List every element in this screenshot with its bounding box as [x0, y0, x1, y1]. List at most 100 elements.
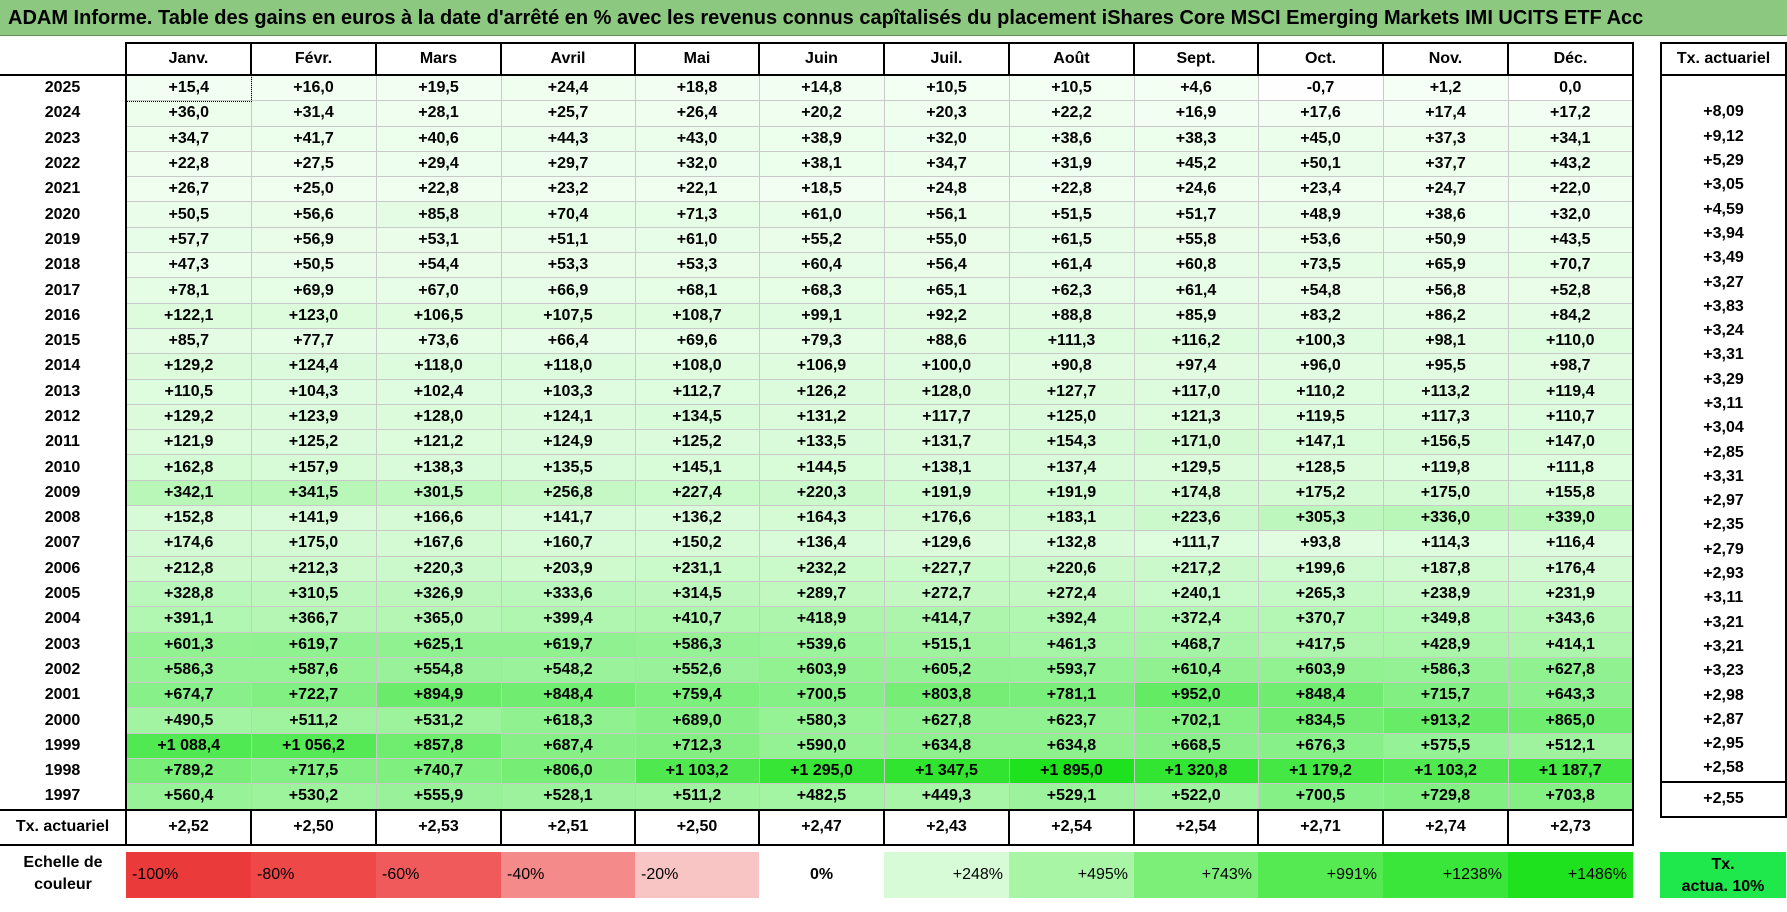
gain-cell: +150,2 — [634, 530, 760, 557]
gain-cell: +414,1 — [1507, 631, 1634, 658]
year-row: 2005 +328,8 +310,5 +326,9 +333,6 +314,5 +289,7… — [0, 580, 1634, 608]
gain-cell: +539,6 — [758, 631, 885, 658]
gain-cell: +54,4 — [375, 252, 502, 279]
footer-value: +2,47 — [758, 808, 885, 846]
gain-cell: +38,3 — [1133, 125, 1259, 152]
year-label: 2002 — [0, 657, 126, 683]
gain-cell: +40,6 — [375, 125, 502, 152]
year-row: 2014 +129,2 +124,4 +118,0 +118,0 +108,0 +106,9… — [0, 353, 1634, 380]
gain-cell: +50,5 — [125, 201, 252, 228]
gain-cell: +34,7 — [125, 125, 252, 152]
gain-cell: +512,1 — [1507, 732, 1634, 760]
gain-cell: +1 088,4 — [125, 732, 252, 760]
year-row: 2018 +47,3 +50,5 +54,4 +53,3 +53,3 +60,4 +56,4 +… — [0, 252, 1634, 279]
gain-cell: +410,7 — [634, 606, 760, 633]
gain-cell: +157,9 — [250, 454, 377, 481]
gain-cell: +137,4 — [1008, 454, 1135, 481]
gain-cell: +365,0 — [375, 606, 502, 633]
gain-cell: +124,9 — [500, 429, 636, 456]
footer-label: Tx. actuariel — [0, 808, 127, 846]
gain-cell: +806,0 — [500, 758, 636, 785]
gain-cell: +68,1 — [634, 277, 760, 304]
gain-cell: +69,6 — [634, 327, 760, 355]
gain-cell: +73,5 — [1257, 252, 1384, 279]
year-label: 2000 — [0, 707, 126, 734]
gain-cell: +114,3 — [1382, 530, 1509, 557]
gain-cell: +123,9 — [250, 403, 377, 431]
gain-cell: +326,9 — [375, 580, 502, 608]
gain-cell: +913,2 — [1382, 707, 1509, 734]
gain-cell: +92,2 — [883, 302, 1010, 329]
year-label: 2003 — [0, 632, 126, 658]
scale-swatch: +1238% — [1383, 852, 1508, 898]
gain-cell: +131,2 — [758, 403, 885, 431]
gain-cell: +336,0 — [1382, 505, 1509, 532]
gain-cell: +103,3 — [500, 378, 636, 405]
gain-cell: +50,9 — [1382, 226, 1509, 254]
gain-cell: +366,7 — [250, 606, 377, 633]
tx-value: +8,09 — [1660, 100, 1787, 125]
gain-cell: +132,8 — [1008, 530, 1135, 557]
month-header: Nov. — [1382, 42, 1509, 76]
gain-cell: +167,6 — [375, 530, 502, 557]
gain-cell: +53,3 — [500, 252, 636, 279]
gain-cell: +57,7 — [125, 226, 252, 254]
gain-cell: +61,0 — [758, 201, 885, 228]
gain-cell: +155,8 — [1507, 479, 1634, 507]
gain-cell: +55,0 — [883, 226, 1010, 254]
gain-cell: +515,1 — [883, 631, 1010, 658]
gain-cell: +1 056,2 — [250, 732, 377, 760]
gain-cell: +4,6 — [1133, 74, 1259, 102]
gain-cell: +32,0 — [883, 125, 1010, 152]
gain-cell: +449,3 — [883, 783, 1010, 811]
year-row: 2024 +36,0 +31,4 +28,1 +25,7 +26,4 +20,2 +20,3 +… — [0, 100, 1634, 127]
year-label: 2001 — [0, 682, 126, 708]
gain-cell: +1 347,5 — [883, 758, 1010, 785]
gain-cell: +107,5 — [500, 302, 636, 329]
tx-value: +3,83 — [1660, 294, 1787, 319]
year-row: 2012 +129,2 +123,9 +128,0 +124,1 +134,5 +131,2… — [0, 403, 1634, 431]
gain-cell: +73,6 — [375, 327, 502, 355]
year-row: 2008 +152,8 +141,9 +166,6 +141,7 +136,2 +164,3… — [0, 505, 1634, 532]
gain-cell: +108,0 — [634, 353, 760, 380]
gain-cell: +203,9 — [500, 555, 636, 582]
gain-cell: +56,9 — [250, 226, 377, 254]
gain-cell: +110,5 — [125, 378, 252, 405]
gain-cell: +689,0 — [634, 707, 760, 734]
year-label: 2012 — [0, 404, 126, 430]
scale-swatch: +248% — [884, 852, 1009, 898]
gain-cell: +18,8 — [634, 74, 760, 102]
tx-value: +2,58 — [1660, 756, 1787, 783]
tx-value: +3,27 — [1660, 270, 1787, 295]
gain-cell: +29,4 — [375, 150, 502, 178]
gain-cell: +24,8 — [883, 176, 1010, 203]
gain-cell: +56,8 — [1382, 277, 1509, 304]
gain-cell: +623,7 — [1008, 707, 1135, 734]
tx-value: +3,31 — [1660, 343, 1787, 368]
gain-cell: +106,9 — [758, 353, 885, 380]
gain-cell: +52,8 — [1507, 277, 1634, 304]
gain-cell: 0,0 — [1507, 74, 1634, 102]
gain-cell: +555,9 — [375, 783, 502, 811]
gain-cell: +729,8 — [1382, 783, 1509, 811]
tx-value: +3,49 — [1660, 246, 1787, 271]
tx-value: +3,23 — [1660, 659, 1787, 684]
gain-cell: +834,5 — [1257, 707, 1384, 734]
year-label: 2013 — [0, 379, 126, 405]
year-row: 1997 +560,4 +530,2 +555,9 +528,1 +511,2 +482,5… — [0, 783, 1634, 811]
gain-cell: +38,6 — [1008, 125, 1135, 152]
gain-cell: +952,0 — [1133, 682, 1259, 709]
gain-cell: +55,8 — [1133, 226, 1259, 254]
gain-cell: -0,7 — [1257, 74, 1384, 102]
year-row: 2006 +212,8 +212,3 +220,3 +203,9 +231,1 +232,2… — [0, 555, 1634, 582]
year-label: 2023 — [0, 126, 126, 152]
gain-cell: +20,2 — [758, 100, 885, 127]
gain-cell: +37,7 — [1382, 150, 1509, 178]
gain-cell: +138,3 — [375, 454, 502, 481]
gain-cell: +84,2 — [1507, 302, 1634, 329]
gain-cell: +129,5 — [1133, 454, 1259, 481]
gain-cell: +531,2 — [375, 707, 502, 734]
year-label: 1999 — [0, 733, 126, 759]
gain-cell: +61,0 — [634, 226, 760, 254]
gain-cell: +176,6 — [883, 505, 1010, 532]
